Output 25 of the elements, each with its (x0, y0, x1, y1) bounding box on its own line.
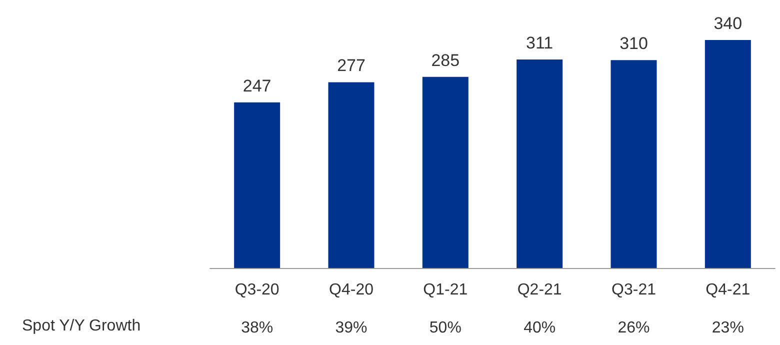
bar (328, 82, 374, 268)
x-tick-label: Q4-20 (329, 282, 374, 298)
bar (704, 40, 751, 268)
data-label: 247 (242, 76, 272, 96)
bar (610, 60, 657, 268)
x-tick-label: Q1-21 (423, 282, 468, 298)
text: 23% (712, 320, 744, 336)
bar (516, 59, 563, 268)
data-label: 311 (526, 33, 554, 52)
x-tick-label: Q3-20 (234, 282, 280, 298)
data-label: 340 (714, 14, 742, 33)
x-tick-label: Q4-21 (706, 282, 750, 298)
data-label: 285 (431, 50, 460, 70)
text: 38% (241, 320, 274, 336)
text: Spot Y/Y Growth (22, 318, 141, 334)
data-label: 310 (620, 34, 648, 54)
text: 40% (524, 320, 556, 336)
text: 39% (335, 320, 368, 336)
bar (422, 76, 468, 268)
text: 26% (618, 320, 650, 336)
text: 50% (429, 320, 462, 336)
x-tick-label: Q3-21 (612, 282, 656, 298)
x-tick-label: Q2-21 (517, 282, 562, 298)
data-label: 277 (337, 56, 366, 76)
bar (234, 102, 280, 268)
